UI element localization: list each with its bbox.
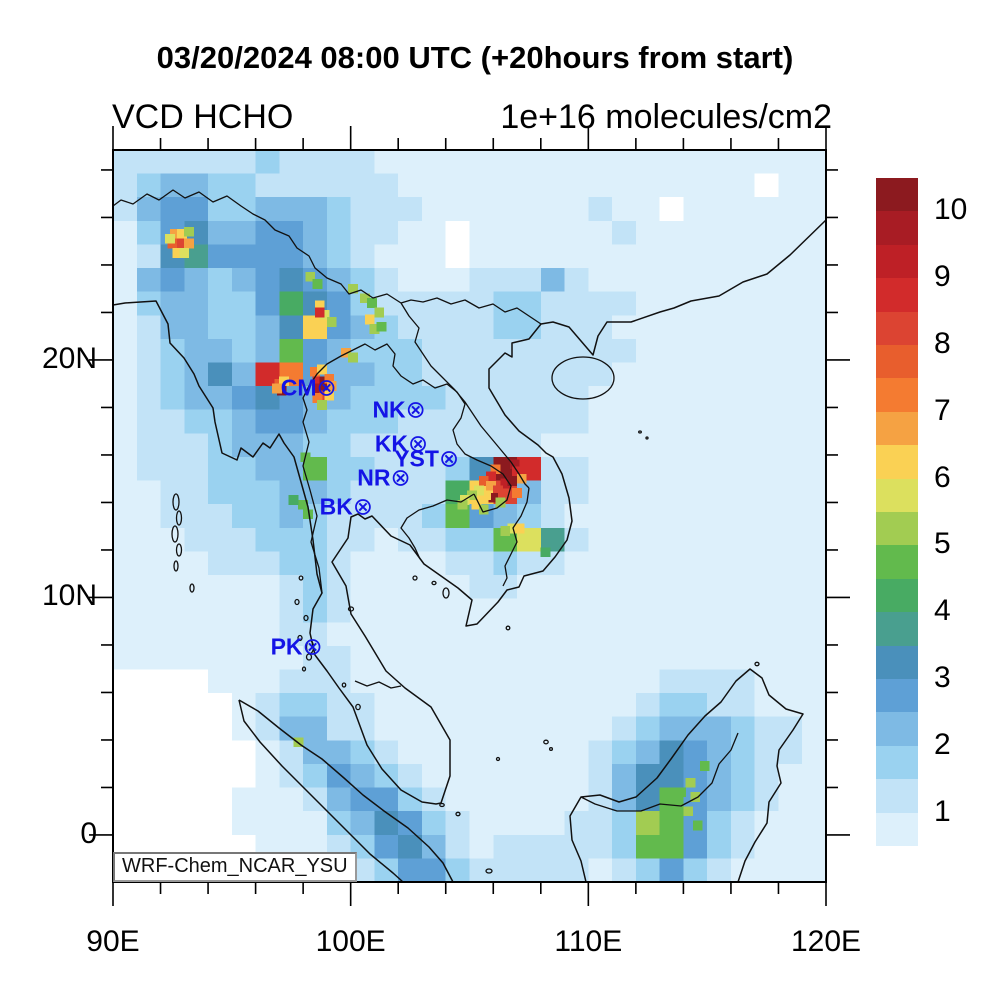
plot-title: 03/20/2024 08:00 UTC (+20hours from star… — [156, 40, 794, 75]
colorbar-segment — [876, 311, 918, 345]
colorbar-segment — [876, 244, 918, 279]
colorbar-segment — [876, 177, 918, 212]
colorbar-segment — [876, 277, 918, 312]
x-tick-label: 120E — [790, 925, 862, 958]
map-canvas — [89, 126, 850, 906]
x-tick-label: 110E — [554, 925, 623, 958]
units-title: 1e+16 molecules/cm2 — [500, 98, 832, 136]
colorbar-segment — [876, 812, 918, 846]
heatmap-grid — [113, 150, 827, 883]
colorbar-segment — [876, 745, 918, 780]
map-frame-and-ticks — [89, 126, 850, 906]
colorbar-segment — [876, 377, 918, 412]
colorbar-tick-label: 8 — [934, 327, 951, 360]
y-tick-label: 10N — [41, 579, 97, 613]
colorbar-segment — [876, 344, 918, 379]
y-tick-label: 0 — [80, 816, 97, 850]
colorbar-segment — [876, 210, 918, 245]
colorbar-tick-label: 7 — [934, 393, 951, 427]
x-tick-label: 90E — [86, 925, 140, 958]
colorbar-segment — [876, 444, 918, 479]
heatmap-hotspot-cells — [165, 226, 710, 831]
map-plot-area — [89, 126, 850, 906]
colorbar-tick-label: 9 — [934, 260, 951, 294]
colorbar-segment — [876, 511, 918, 546]
colorbar-segment — [876, 478, 918, 512]
colorbar-tick-label: 6 — [934, 460, 951, 494]
colorbar-segment — [876, 778, 918, 813]
colorbar-segment — [876, 611, 918, 646]
colorbar-segment — [876, 578, 918, 613]
colorbar-tick-label: 4 — [934, 594, 951, 628]
colorbar-segment — [876, 411, 918, 446]
x-tick-label: 100E — [315, 925, 386, 958]
y-tick-label: 20N — [41, 341, 97, 375]
colorbar-tick-label: 2 — [934, 727, 951, 761]
colorbar-segment — [876, 544, 918, 579]
colorbar-tick-label: 10 — [934, 193, 968, 227]
colorbar-tick-label: 5 — [934, 527, 951, 561]
colorbar-tick-label: 1 — [934, 794, 951, 828]
colorbar-segment — [876, 711, 918, 746]
colorbar-tick-label: 3 — [934, 661, 951, 694]
country-borders — [112, 189, 739, 812]
colorbar-segment — [876, 645, 918, 679]
variable-title: VCD HCHO — [112, 98, 294, 136]
islands — [171, 356, 760, 874]
model-credit-label: WRF-Chem_NCAR_YSU — [113, 852, 357, 882]
colorbar — [876, 177, 918, 846]
coastlines — [112, 219, 827, 883]
colorbar-segment — [876, 678, 918, 713]
